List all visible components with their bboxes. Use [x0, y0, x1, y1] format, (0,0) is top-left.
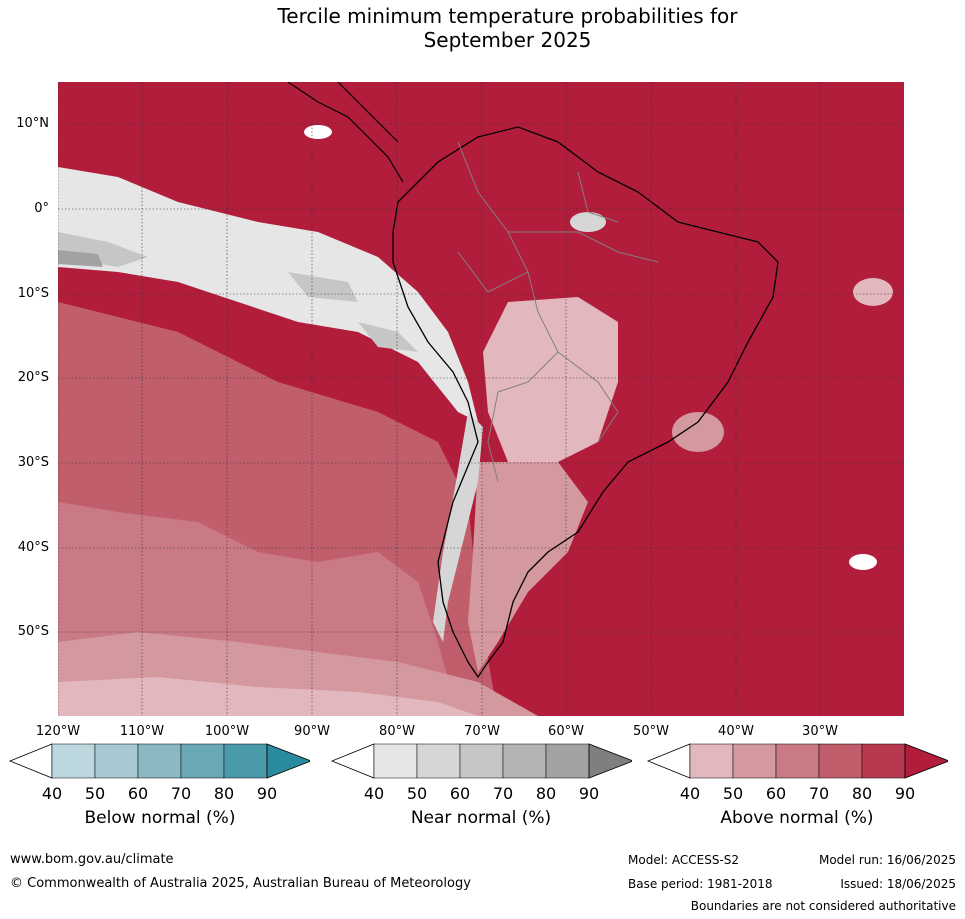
lon-label-40w: 40°W [718, 724, 754, 739]
colorbar-near-tick: 60 [449, 784, 471, 803]
colorbar-near-tick: 90 [578, 784, 600, 803]
colorbar-above-tick: 70 [808, 784, 830, 803]
colorbar-above-tick: 80 [851, 784, 873, 803]
south-america-coastline [392, 126, 779, 679]
colorbar-below-tick: 70 [170, 784, 192, 803]
colorbar-segment [137, 743, 182, 779]
footer-copyright: © Commonwealth of Australia 2025, Austra… [10, 876, 471, 891]
colorbar-segment [502, 743, 547, 779]
above-40-patch-atlantic [853, 278, 893, 306]
title-line-2: September 2025 [423, 28, 592, 52]
low-prob-patch-2 [849, 554, 877, 570]
central-america-coastline [287, 82, 404, 183]
colorbar-segment [818, 743, 863, 779]
map-canvas [58, 82, 904, 716]
footer-model-run: Model run: 16/06/2025 [818, 853, 956, 867]
footer-issued: Issued: 18/06/2025 [840, 877, 956, 891]
lat-label-30s: 30°S [17, 455, 49, 470]
lat-label-10n: 10°N [16, 116, 49, 131]
colorbar-upper-extension [588, 743, 632, 779]
colorbar-near-title: Near normal (%) [410, 808, 552, 828]
colorbar-below-normal [8, 743, 310, 779]
colorbar-near-tick: 40 [363, 784, 385, 803]
colorbar-segment [689, 743, 734, 779]
colorbar-above-title: Above normal (%) [720, 808, 874, 828]
colorbar-segment [373, 743, 418, 779]
colorbar-segment [861, 743, 906, 779]
lon-label-100w: 100°W [204, 724, 250, 739]
colorbar-segment [775, 743, 820, 779]
colorbar-segment [180, 743, 225, 779]
colorbar-near-tick: 80 [535, 784, 557, 803]
lat-label-40s: 40°S [17, 540, 49, 555]
low-prob-patch-1 [304, 125, 332, 139]
lon-label-70w: 70°W [464, 724, 500, 739]
lat-label-20s: 20°S [17, 370, 49, 385]
lon-label-30w: 30°W [802, 724, 838, 739]
colorbar-above-normal [646, 743, 948, 779]
colorbar-upper-extension [266, 743, 310, 779]
footer-model: Model: ACCESS-S2 [628, 853, 740, 867]
colorbar-below-tick: 60 [127, 784, 149, 803]
lon-label-80w: 80°W [379, 724, 415, 739]
colorbar-segment [223, 743, 268, 779]
colorbar-segment [94, 743, 139, 779]
colorbar-below-tick: 40 [41, 784, 63, 803]
colorbar-segment [416, 743, 461, 779]
lon-label-50w: 50°W [633, 724, 669, 739]
above-40-strip-south [58, 677, 478, 716]
above-50-patch-brazil-coast [672, 412, 724, 452]
near-normal-60-patch [58, 250, 103, 267]
above-50-argentina [468, 462, 588, 672]
colorbar-near-normal [330, 743, 632, 779]
footer-base-period: Base period: 1981-2018 [628, 877, 773, 891]
colorbar-above-tick: 90 [894, 784, 916, 803]
colorbar-segment [51, 743, 96, 779]
colorbar-lower-extension [8, 743, 53, 779]
map-title: Tercile minimum temperature probabilitie… [0, 4, 965, 52]
country-borders [457, 141, 659, 483]
lon-label-120w: 120°W [35, 724, 81, 739]
near-normal-band-pacific [58, 167, 478, 422]
colorbar-below-title: Below normal (%) [84, 808, 236, 828]
colorbar-above-tick: 40 [679, 784, 701, 803]
colorbar-near-tick: 50 [406, 784, 428, 803]
above-40-continent-interior [483, 297, 618, 462]
colorbar-segment [545, 743, 590, 779]
near-normal-patch-amazon [570, 212, 606, 232]
colorbar-segment [732, 743, 777, 779]
graticule [58, 82, 904, 716]
colorbar-lower-extension [330, 743, 375, 779]
lon-label-90w: 90°W [294, 724, 330, 739]
footer-disclaimer: Boundaries are not considered authoritat… [690, 899, 956, 913]
footer-website: www.bom.gov.au/climate [10, 852, 174, 867]
colorbar-below-tick: 80 [213, 784, 235, 803]
colorbar-above-tick: 50 [722, 784, 744, 803]
near-normal-andes-streak [433, 412, 483, 642]
probability-map [58, 82, 904, 716]
lat-label-50s: 50°S [17, 624, 49, 639]
near-normal-50-patches [58, 232, 418, 352]
colorbar-below-tick: 90 [256, 784, 278, 803]
lon-label-60w: 60°W [548, 724, 584, 739]
title-line-1: Tercile minimum temperature probabilitie… [277, 4, 738, 28]
colorbar-below-tick: 50 [84, 784, 106, 803]
lon-label-110w: 110°W [119, 724, 165, 739]
colorbar-above-tick: 60 [765, 784, 787, 803]
lat-label-10s: 10°S [17, 286, 49, 301]
lat-label-0: 0° [34, 201, 49, 216]
colorbar-segment [459, 743, 504, 779]
colorbar-lower-extension [646, 743, 691, 779]
colorbar-upper-extension [904, 743, 948, 779]
colorbar-near-tick: 70 [492, 784, 514, 803]
